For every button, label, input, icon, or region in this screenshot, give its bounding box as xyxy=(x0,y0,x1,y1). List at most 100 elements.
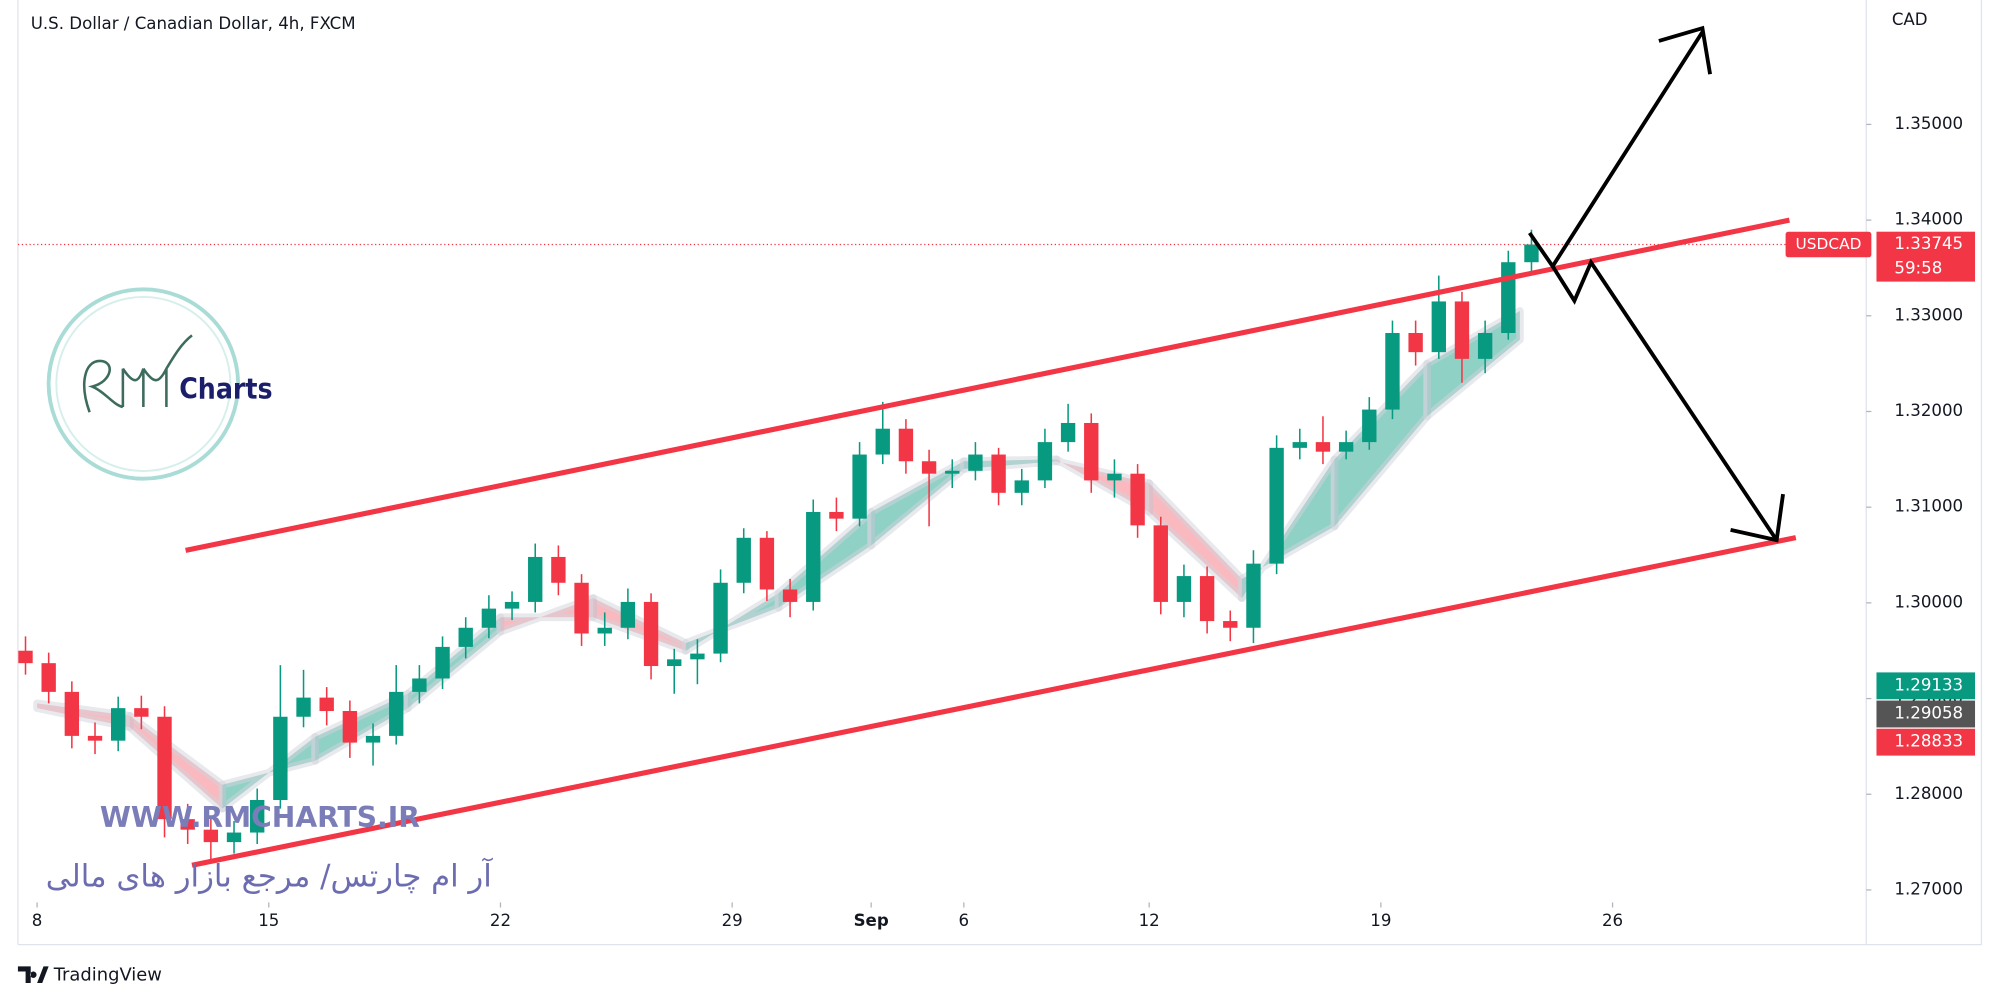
candle-body xyxy=(1246,563,1261,628)
candle-body xyxy=(1014,480,1029,493)
y-tick-label: 1.28000 xyxy=(1894,784,1963,803)
symbol-label: USDCAD xyxy=(1796,235,1862,253)
plot xyxy=(17,123,1872,908)
symbol-badge xyxy=(1785,231,1872,258)
candle-body xyxy=(713,582,728,654)
candle-body xyxy=(1524,244,1539,263)
candle-body xyxy=(829,511,844,519)
footer-brand: TradingView xyxy=(53,964,162,985)
candle-body xyxy=(1292,442,1307,448)
candle-body xyxy=(180,819,195,830)
candle-body xyxy=(574,582,589,634)
candle-body xyxy=(203,829,219,843)
last-price-label: 1.33745 xyxy=(1894,234,1963,253)
candle-body xyxy=(945,470,960,474)
candle-body xyxy=(481,608,497,628)
price-badge xyxy=(1876,672,1976,700)
candle-body xyxy=(597,627,612,634)
y-tick-label: 1.35000 xyxy=(1894,114,1963,133)
logo-ring xyxy=(46,287,240,481)
candle-body xyxy=(1153,525,1168,602)
candle-body xyxy=(736,537,751,583)
logo-text: Charts xyxy=(179,372,272,405)
candle-body xyxy=(921,461,937,474)
candle-body xyxy=(643,601,659,667)
candle-body xyxy=(620,601,636,628)
price-badge-label: 1.28833 xyxy=(1894,732,1963,751)
footer-logo xyxy=(17,966,49,984)
candle-body xyxy=(528,556,543,602)
candle-body xyxy=(458,627,473,647)
x-tick-label: 12 xyxy=(1139,911,1160,930)
candle-body xyxy=(1408,333,1423,353)
candle-body xyxy=(1223,621,1238,628)
candle-body xyxy=(504,601,520,609)
price-badge-label: 1.29058 xyxy=(1894,704,1963,723)
candle-body xyxy=(64,691,80,736)
y-tick-label: 1.27000 xyxy=(1894,879,1963,898)
candle-body xyxy=(41,663,56,692)
channel-lower xyxy=(191,535,1797,868)
watermark: WWW.RMCHARTS.IR xyxy=(100,801,420,834)
candle-body xyxy=(435,646,450,679)
arrow-head xyxy=(1730,493,1785,543)
candle-body xyxy=(1060,422,1076,443)
candle-body xyxy=(226,832,242,843)
countdown: 59:58 xyxy=(1894,258,1942,277)
candle-body xyxy=(1385,333,1400,410)
candle-body xyxy=(1454,301,1470,359)
candle-body xyxy=(412,678,427,692)
candle-body xyxy=(806,511,821,602)
tagline: آر ام چارتس/ مرجع بازار های مالی xyxy=(46,858,493,895)
candle-body xyxy=(1362,409,1377,443)
y-tick-label: 1.31000 xyxy=(1894,497,1963,516)
candle-body xyxy=(1037,442,1053,481)
candle-body xyxy=(875,428,890,455)
candle-body xyxy=(1315,442,1331,452)
candle-body xyxy=(968,454,983,471)
price-labels: 1.270001.280001.290001.300001.310001.320… xyxy=(32,114,1976,930)
candle-body xyxy=(342,711,358,743)
x-tick-label: 29 xyxy=(722,911,743,930)
candle-body xyxy=(250,800,265,833)
candle-body xyxy=(759,537,775,590)
y-axis-label: CAD xyxy=(1892,10,1928,29)
candle-body xyxy=(87,735,103,741)
logo-mark xyxy=(83,334,193,413)
candle-body xyxy=(365,735,381,743)
candle-body xyxy=(1501,262,1516,334)
y-tick-label: 1.34000 xyxy=(1894,210,1963,229)
x-tick-label: 8 xyxy=(32,911,43,930)
candle-body xyxy=(134,708,149,717)
channel-upper xyxy=(185,217,1790,553)
ribbon-segment xyxy=(1423,307,1524,421)
last-price-badge xyxy=(1876,231,1976,282)
candle-body xyxy=(898,428,914,462)
candle-body xyxy=(1176,576,1192,602)
candle-body xyxy=(551,556,566,583)
price-badge xyxy=(1876,728,1976,756)
logo-ring xyxy=(55,296,232,472)
x-tick-label: 22 xyxy=(490,911,511,930)
candle-body xyxy=(1338,442,1354,452)
candle-body xyxy=(782,589,798,602)
x-tick-label: 19 xyxy=(1370,911,1391,930)
candle-body xyxy=(111,708,126,741)
arrow-head xyxy=(1658,25,1712,75)
candle-body xyxy=(296,697,311,717)
x-tick-label: 6 xyxy=(959,911,970,930)
y-tick-label: 1.32000 xyxy=(1894,401,1963,420)
candle-body xyxy=(667,659,682,667)
candle-body xyxy=(1130,473,1145,526)
candle-body xyxy=(1107,473,1122,481)
candle-body xyxy=(1269,447,1284,564)
candle-body xyxy=(157,716,172,820)
y-tick-label: 1.30000 xyxy=(1894,592,1963,611)
candle-body xyxy=(389,691,404,736)
y-tick-label: 1.33000 xyxy=(1894,305,1963,324)
candle-body xyxy=(1431,301,1446,353)
scenario-down xyxy=(1551,258,1779,542)
candle-body xyxy=(1477,333,1493,359)
